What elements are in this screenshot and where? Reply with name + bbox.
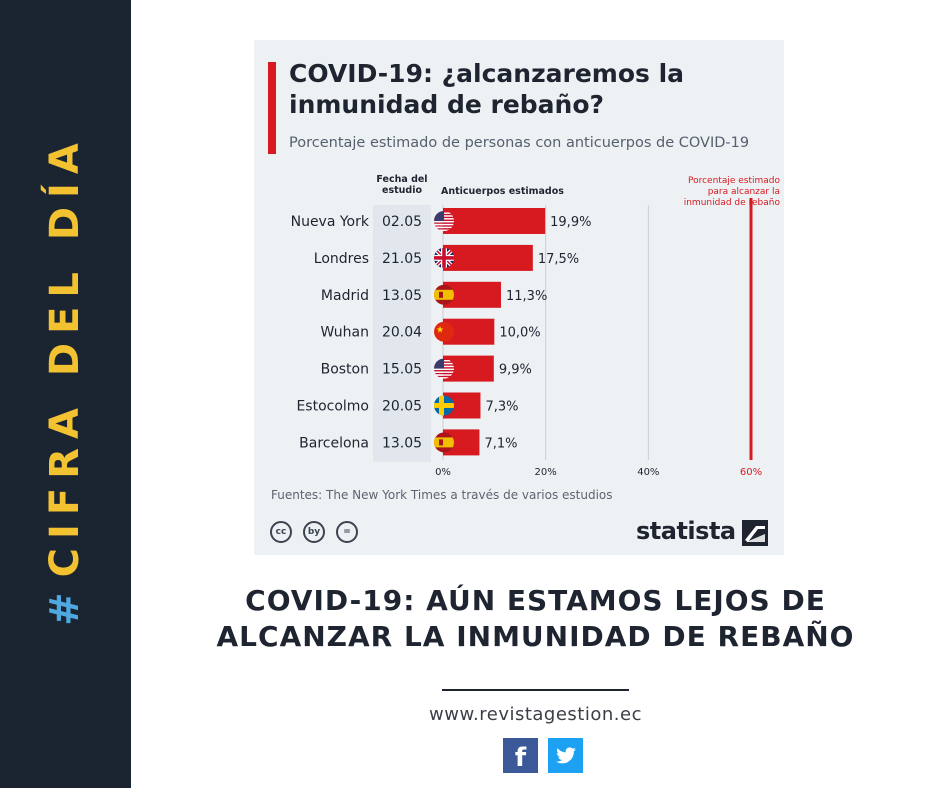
cc-icon: cc [270,521,292,543]
svg-text:★: ★ [436,326,444,336]
city-label: Boston [321,362,369,378]
sidebar: #CIFRA DEL DÍA [0,0,131,788]
statista-logo-text: statista [636,517,736,545]
facebook-glyph: f [514,743,527,773]
bar [443,244,533,271]
date-label: 15.05 [382,362,422,378]
headline-line-1: COVID-19: AÚN ESTAMOS LEJOS DE [245,584,826,617]
sweden-flag-icon [434,395,454,416]
city-label: Nueva York [291,214,370,230]
chart-source: Fuentes: The New York Times a través de … [271,488,613,502]
chart-title: COVID-19: ¿alcanzaremos la inmunidad de … [289,59,685,119]
value-label: 7,1% [484,436,517,451]
tick-label-3: 60% [740,467,762,478]
date-column-header: Fecha del estudio [376,174,428,196]
date-label: 20.04 [382,325,422,341]
china-flag-icon: ★ [434,321,454,342]
headline-line-2: ALCANZAR LA INMUNIDAD DE REBAÑO [216,620,855,653]
date-label: 20.05 [382,399,422,415]
spain-flag-icon [434,432,454,453]
city-label: Londres [314,251,369,267]
city-label: Estocolmo [296,399,369,415]
tick-label-1: 20% [535,467,557,478]
city-label: Wuhan [320,325,369,341]
spain-flag-icon [434,284,454,305]
value-label: 17,5% [538,252,579,267]
value-label: 9,9% [499,363,532,378]
cc-nd-icon: = [336,521,358,543]
date-label: 02.05 [382,214,422,230]
us-flag-icon [434,358,454,379]
tick-label-2: 40% [637,467,659,478]
value-column-header: Anticuerpos estimados [441,186,564,197]
title-accent-bar [268,62,276,154]
value-label: 11,3% [506,289,547,304]
divider [442,689,629,691]
bar [443,208,546,234]
tick-label-0: 0% [435,467,451,478]
twitter-icon[interactable] [548,738,583,773]
statista-logo-icon [742,520,768,546]
date-label: 13.05 [382,288,422,304]
date-label: 13.05 [382,435,422,451]
cc-by-icon: by [303,521,325,543]
chart-subtitle: Porcentaje estimado de personas con anti… [289,135,750,151]
date-column-background [373,205,431,462]
headline: COVID-19: AÚN ESTAMOS LEJOS DE ALCANZAR … [131,583,940,655]
value-label: 19,9% [550,215,591,230]
us-flag-icon [434,211,454,231]
value-label: 10,0% [499,326,540,341]
date-label: 21.05 [382,251,422,267]
uk-flag-icon [434,247,454,268]
value-label: 7,3% [485,400,518,415]
facebook-icon[interactable]: f [503,738,538,773]
city-label: Barcelona [299,435,369,451]
website-link[interactable]: www.revistagestion.ec [429,704,642,725]
city-label: Madrid [321,288,369,304]
chart-card [254,40,784,555]
threshold-label: Porcentaje estimado para alcanzar la inm… [683,176,780,208]
